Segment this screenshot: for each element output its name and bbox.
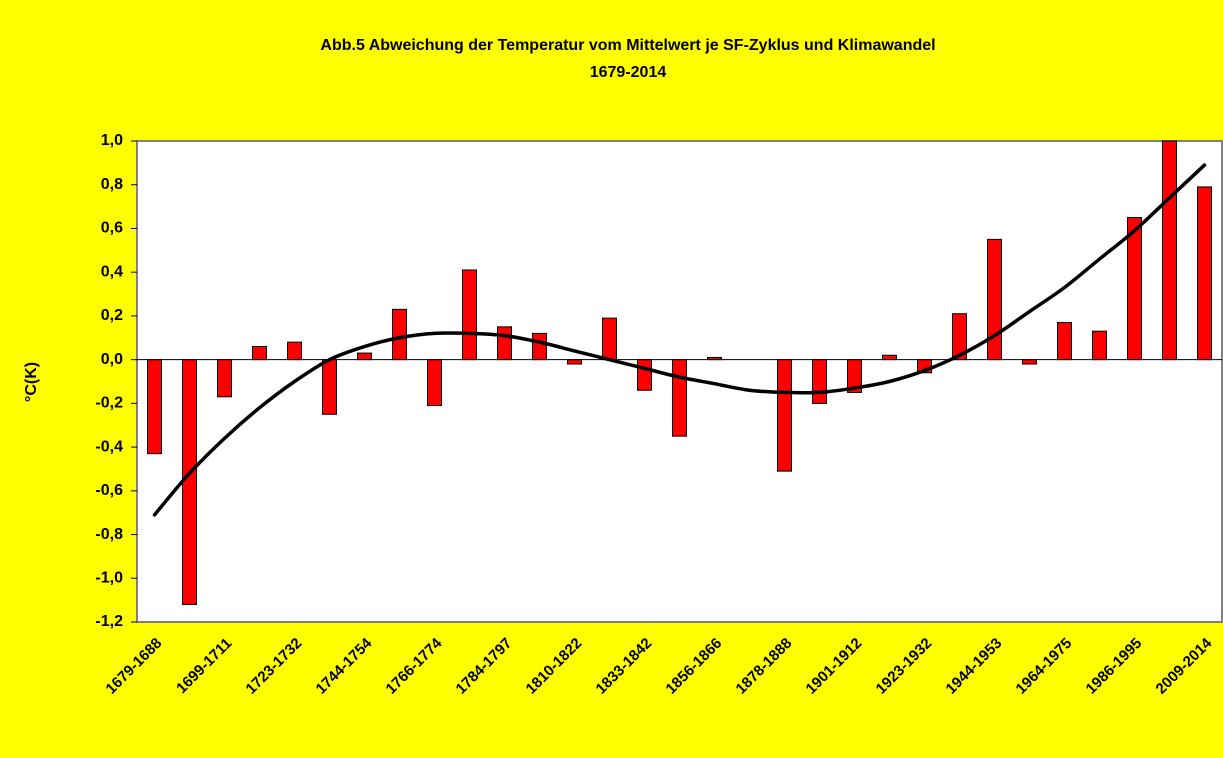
- x-tick-label: 1964-1975: [1013, 635, 1076, 698]
- bar: [182, 359, 197, 606]
- bar: [1092, 330, 1107, 361]
- bar: [392, 308, 407, 361]
- bar: [602, 317, 617, 361]
- y-tick-label: 0,0: [101, 351, 123, 368]
- x-tick-label: 1766-1774: [383, 634, 446, 697]
- bar: [987, 238, 1002, 361]
- y-tick-label: 0,2: [101, 307, 123, 324]
- bar: [672, 359, 687, 437]
- bar: [812, 359, 827, 404]
- bar: [357, 352, 372, 361]
- bar: [497, 326, 512, 361]
- bar: [147, 359, 162, 455]
- bar: [1022, 359, 1037, 365]
- x-tick-label: 1699-1711: [173, 635, 235, 697]
- x-tick-label: 1744-1754: [313, 634, 376, 697]
- x-tick-label: 1944-1953: [943, 635, 1006, 698]
- y-tick-label: 0,6: [101, 220, 123, 237]
- x-tick-label: 1679-1688: [103, 635, 166, 698]
- y-tick-label: -0,6: [95, 482, 123, 499]
- y-axis-label: °C(K): [23, 362, 40, 402]
- x-tick-label: 1986-1995: [1083, 635, 1146, 698]
- bar: [637, 359, 652, 391]
- x-tick-label: 1878-1888: [733, 635, 796, 698]
- y-tick-label: 0,8: [101, 176, 123, 193]
- bar: [217, 359, 232, 398]
- bar: [1162, 140, 1177, 361]
- y-tick-label: -0,8: [95, 526, 123, 543]
- y-tick-label: -0,4: [95, 438, 123, 455]
- bar: [882, 354, 897, 361]
- x-tick-label: 1833-1842: [593, 635, 656, 698]
- bar: [532, 332, 547, 361]
- chart-subtitle: 1679-2014: [590, 64, 667, 81]
- bar: [1057, 321, 1072, 361]
- bar: [322, 359, 337, 415]
- x-tick-label: 1901-1912: [803, 635, 866, 698]
- y-tick-label: -0,2: [95, 395, 123, 412]
- chart-title: Abb.5 Abweichung der Temperatur vom Mitt…: [320, 37, 935, 54]
- bar: [777, 359, 792, 472]
- y-tick-label: -1,2: [95, 613, 123, 630]
- y-tick-label: 1,0: [101, 132, 123, 149]
- bar: [567, 359, 582, 365]
- x-tick-label: 1856-1866: [663, 635, 726, 698]
- x-tick-label: 1923-1932: [873, 635, 936, 698]
- x-tick-label: 1784-1797: [453, 635, 516, 698]
- y-tick-label: 0,4: [101, 263, 123, 280]
- y-tick-label: -1,0: [95, 569, 123, 586]
- bar: [1197, 186, 1212, 361]
- x-tick-label: 1723-1732: [243, 635, 306, 698]
- x-tick-label: 1810-1822: [523, 635, 586, 698]
- x-tick-label: 2009-2014: [1153, 634, 1216, 697]
- trend-line: [152, 163, 1207, 517]
- bar: [462, 269, 477, 361]
- bar: [1127, 217, 1142, 361]
- bar: [287, 341, 302, 361]
- bar: [427, 359, 442, 407]
- bar: [252, 346, 267, 361]
